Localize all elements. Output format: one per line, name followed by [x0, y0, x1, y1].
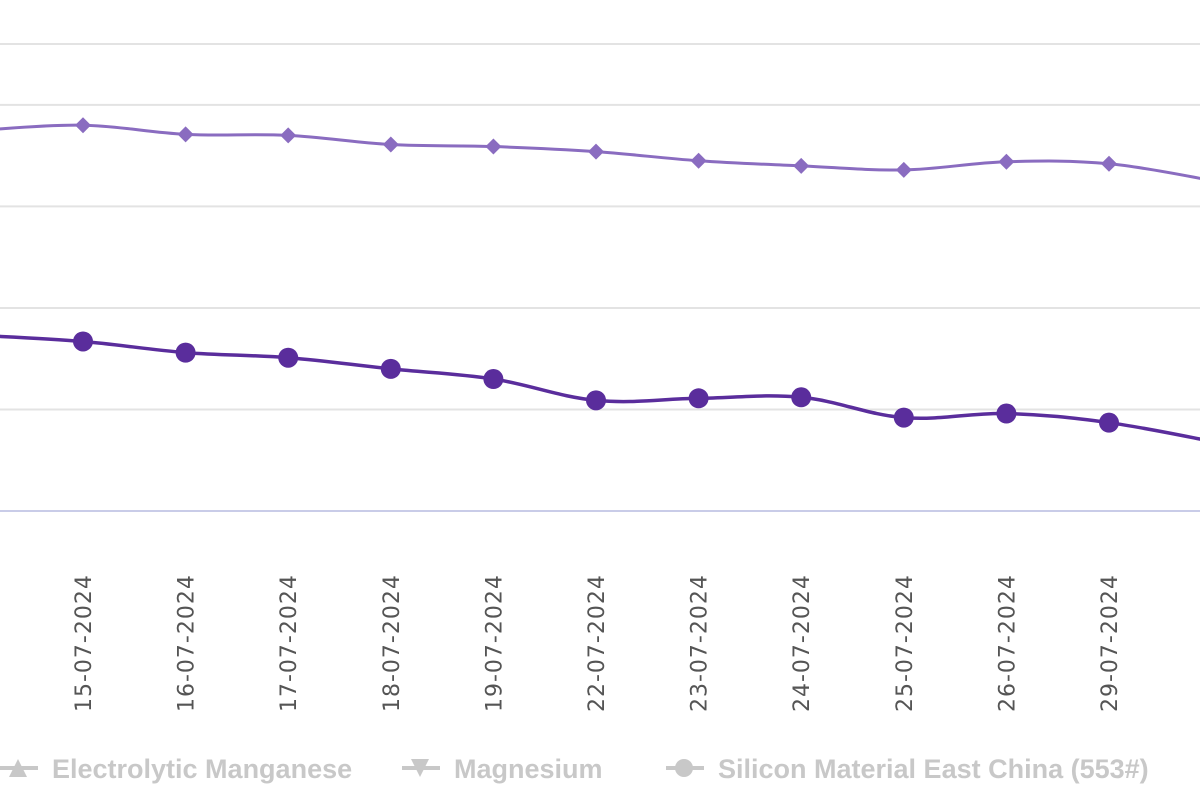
data-point[interactable] [175, 342, 196, 363]
legend-item[interactable]: Electrolytic Manganese [0, 754, 352, 784]
circle-marker-icon [675, 759, 693, 777]
x-tick-label: 18-07-2024 [380, 574, 405, 712]
data-point[interactable] [588, 143, 604, 160]
data-point[interactable] [996, 403, 1017, 424]
x-tick-label: 16-07-2024 [175, 574, 200, 712]
x-tick-label: 15-07-2024 [72, 574, 97, 712]
series-group [0, 117, 1200, 441]
data-point[interactable] [998, 153, 1015, 170]
data-point[interactable] [793, 157, 810, 174]
series-1 [0, 117, 1200, 180]
data-point[interactable] [483, 369, 504, 390]
x-tick-label: 25-07-2024 [893, 574, 918, 712]
legend-label: Electrolytic Manganese [52, 754, 352, 784]
x-tick-label: 26-07-2024 [995, 574, 1020, 712]
x-tick-label: 29-07-2024 [1098, 574, 1123, 712]
data-point[interactable] [177, 126, 194, 143]
triangle-marker-icon [9, 759, 27, 777]
data-point[interactable] [586, 390, 606, 411]
data-point[interactable] [382, 136, 399, 153]
data-point[interactable] [690, 152, 707, 169]
data-point[interactable] [1099, 412, 1119, 433]
legend-item[interactable]: Silicon Material East China (553#) [666, 754, 1149, 784]
series-2 [0, 331, 1200, 441]
data-point[interactable] [280, 127, 297, 144]
x-tick-label: 19-07-2024 [482, 574, 507, 712]
triangle-down-marker-icon [411, 759, 429, 777]
data-point[interactable] [893, 407, 914, 428]
data-point[interactable] [380, 358, 401, 379]
legend-item[interactable]: Magnesium [402, 754, 603, 784]
data-point[interactable] [688, 388, 709, 409]
x-axis-tick-labels: 15-07-2024 16-07-2024 17-07-2024 18-07-2024… [72, 574, 1123, 712]
data-point[interactable] [278, 347, 299, 368]
data-point[interactable] [791, 387, 812, 408]
gridlines [0, 43, 1200, 512]
legend[interactable]: Electrolytic Manganese Magnesium Silicon M… [0, 754, 1149, 784]
data-point[interactable] [73, 331, 93, 352]
x-tick-label: 22-07-2024 [585, 574, 610, 712]
data-point[interactable] [1101, 155, 1117, 172]
data-point[interactable] [485, 138, 502, 155]
data-point[interactable] [75, 117, 91, 134]
x-tick-label: 24-07-2024 [790, 574, 815, 712]
legend-label: Magnesium [454, 754, 603, 784]
data-point[interactable] [895, 161, 912, 178]
legend-label: Silicon Material East China (553#) [718, 754, 1149, 784]
x-tick-label: 23-07-2024 [688, 574, 713, 712]
x-tick-label: 17-07-2024 [277, 574, 302, 712]
